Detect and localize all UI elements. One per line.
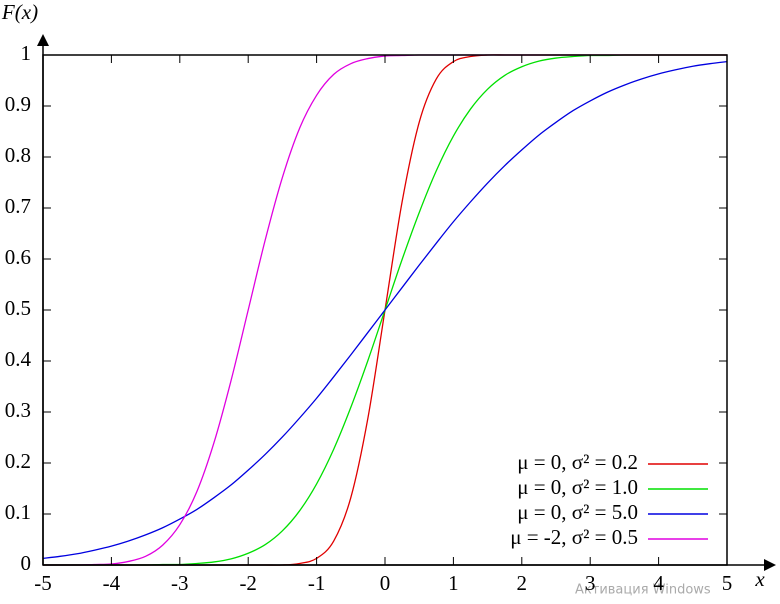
y-tick-label: 0.1: [5, 500, 31, 524]
x-tick-label: -3: [171, 571, 189, 595]
y-axis-label: F(x): [1, 0, 38, 24]
y-tick-label: 0.2: [5, 449, 31, 473]
x-tick-label: 3: [585, 571, 596, 595]
series-line: [42, 60, 728, 560]
legend-label: μ = 0, σ² = 5.0: [517, 500, 638, 524]
y-tick-label: 0.9: [5, 92, 31, 116]
watermark: Активация Windows: [575, 583, 711, 598]
y-tick-label: 0: [21, 551, 32, 575]
x-axis-label: x: [754, 567, 765, 591]
y-tick-label: 0.5: [5, 296, 31, 320]
y-tick-label: 0.4: [5, 347, 32, 371]
x-tick-label: 2: [517, 571, 528, 595]
x-tick-label: -2: [239, 571, 257, 595]
legend-label: μ = -2, σ² = 0.5: [510, 525, 638, 549]
y-axis-arrow: [37, 34, 49, 46]
x-axis-arrow: [764, 559, 776, 571]
y-tick-label: 0.8: [5, 143, 31, 167]
x-tick-label: -1: [308, 571, 326, 595]
y-tick-label: 0.7: [5, 194, 31, 218]
legend-label: μ = 0, σ² = 0.2: [517, 450, 638, 474]
x-tick-label: -4: [103, 571, 121, 595]
x-tick-label: -5: [34, 571, 52, 595]
y-tick-label: 1: [21, 41, 32, 65]
x-tick-label: 4: [653, 571, 664, 595]
x-tick-label: 0: [380, 571, 391, 595]
legend-label: μ = 0, σ² = 1.0: [517, 475, 638, 499]
y-tick-label: 0.6: [5, 245, 31, 269]
x-tick-label: 5: [722, 571, 733, 595]
y-tick-label: 0.3: [5, 398, 31, 422]
x-tick-label: 1: [448, 571, 459, 595]
